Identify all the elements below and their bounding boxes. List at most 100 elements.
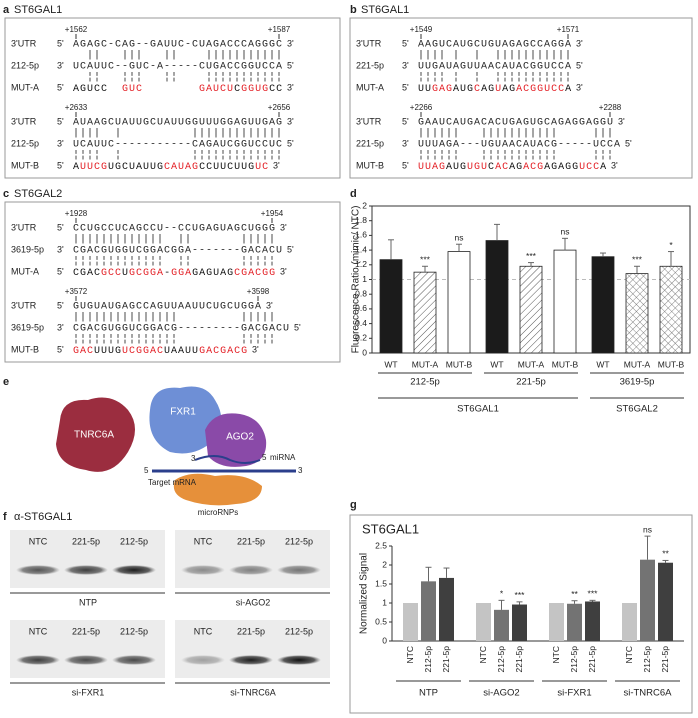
gene-label: ST6GAL1 (457, 404, 499, 415)
y-tick-label: 0.4 (355, 318, 367, 328)
sequence: AUUCGUGCUAUUGCAUAGCCUUCUUGUC (73, 162, 269, 173)
significance-label: *** (515, 590, 526, 600)
base-pairing: ||||||||||||||| ||||| (73, 312, 276, 324)
sequence-segment: UUCG (80, 162, 108, 173)
chart-title: ST6GAL1 (362, 521, 419, 536)
row-name: 212-5p (11, 138, 39, 148)
sequence-segment: A (73, 162, 80, 173)
x-tick-label: 221-5p (660, 646, 670, 673)
strand-end: 3' (611, 160, 618, 170)
significance-label: *** (420, 255, 431, 265)
panel-label: d (350, 188, 357, 200)
sequence-segment: UCC (579, 162, 600, 173)
sequence-segment: C (234, 84, 241, 95)
row-name: MUT-A (11, 266, 39, 276)
strand-end: 3' (618, 116, 625, 126)
blot-band (112, 565, 156, 575)
significance-label: ** (571, 589, 578, 599)
significance-label: * (500, 589, 504, 599)
sequence-segment: UC (255, 162, 269, 173)
diagram-label: FXR1 (170, 407, 196, 418)
bar (519, 265, 543, 354)
bar (585, 601, 600, 641)
bar (553, 249, 577, 354)
significance-label: ns (561, 227, 570, 237)
sequence-segment: A (565, 84, 572, 95)
row-name: 3'UTR (11, 300, 37, 310)
base-pairing: ¦¦¦¦¦¦¦¦¦¦¦¦¦¦¦ ¦¦¦¦¦ (73, 334, 276, 346)
position-label: +1587 (268, 25, 291, 34)
y-tick-label: 0 (382, 635, 387, 645)
bar (512, 604, 527, 641)
position-label: +2656 (268, 103, 291, 112)
sequence-segment: CGACGG (234, 268, 276, 279)
sequence: AAGUCAUGCUGUAGAGCCAGGA (418, 40, 572, 51)
sequence-segment: A (516, 84, 523, 95)
x-tick-label: NTC (478, 646, 488, 663)
y-tick-label: 2 (362, 200, 367, 210)
x-tick-label: NTC (405, 646, 415, 663)
x-tick-label: MUT-A (518, 359, 545, 369)
lane-label: 221-5p (237, 536, 265, 546)
position-label: +2633 (65, 103, 88, 112)
x-tick-label: MUT-A (624, 359, 651, 369)
sequence: UCAUUC--GUC-A-----CUGACCGGUCCA (73, 62, 283, 73)
strand-end: 3' (576, 82, 583, 92)
sequence-segment: GAG (432, 84, 453, 95)
y-tick-label: 2 (382, 559, 387, 569)
sequence-segment: AC (495, 162, 509, 173)
lane-label: NTC (29, 536, 48, 546)
lane-label: 212-5p (285, 626, 313, 636)
sequence-segment (143, 84, 199, 95)
panel-label: f (3, 511, 7, 523)
strand-end: 3' (280, 266, 287, 276)
sequence-segment: - (164, 268, 171, 279)
strand-end: 5' (625, 138, 632, 148)
strand-end: 5' (287, 60, 294, 70)
lane-label: 212-5p (120, 536, 148, 546)
sequence-segment: GAC (73, 346, 94, 357)
row-name: 3619-5p (11, 322, 44, 332)
base-pairing: ¦¦¦¦¦¦¦¦¦¦¦¦¦ ¦¦ ¦¦¦¦¦ (73, 256, 283, 268)
group-label: 212-5p (410, 377, 440, 388)
diagram-label: 5 (262, 453, 267, 462)
bar (421, 581, 436, 641)
sequence: GUGUAUGAGCCAGUUAAUUCUGCUGGA (73, 302, 262, 313)
strand-end: 5' (57, 82, 64, 92)
blot-condition: si-TNRC6A (230, 687, 276, 697)
sequence-segment: UUUG (94, 346, 122, 357)
strand-end: 3' (402, 138, 409, 148)
base-pairing: ¦¦ ¦¦¦ ¦¦ ¦¦¦¦¦¦¦¦¦¦¦ (73, 72, 290, 84)
x-tick-label: MUT-B (552, 359, 579, 369)
position-label: +2266 (410, 103, 433, 112)
blot-band (181, 565, 225, 575)
sequence: CCUGCCUCAGCCU--CCUGAGUAGCUGGG (73, 224, 276, 235)
strand-end: 5' (57, 38, 64, 48)
strand-end: 3' (576, 38, 583, 48)
strand-end: 3' (266, 300, 273, 310)
blot-band (64, 565, 108, 575)
fxr1-shape (149, 386, 222, 454)
sequence: AUAAGCUAUUGCUAUUGGUUUGGAGUUGAG (73, 118, 283, 129)
blot-condition: si-FXR1 (72, 687, 105, 697)
x-tick-label: NTC (624, 646, 634, 663)
strand-end: 5' (57, 300, 64, 310)
panel-box (349, 17, 693, 179)
panel-label: a (3, 4, 10, 16)
tnrc6a-shape (56, 397, 135, 472)
base-pairing: ¦¦¦¦ ¦ ¦ ¦¦¦¦¦¦¦¦¦¦¦ (418, 72, 572, 84)
strand-end: 3' (287, 38, 294, 48)
panel-label: g (350, 499, 357, 511)
x-tick-label: 221-5p (514, 646, 524, 673)
lane-label: 221-5p (72, 536, 100, 546)
sequence-segment: U (495, 84, 502, 95)
sequence-segment: AUG (453, 84, 474, 95)
base-pairing: ¦¦¦¦ ¦ ¦¦¦¦¦¦¦¦¦¦¦¦¦ (73, 150, 283, 162)
sequence-segment: UUAG (418, 162, 446, 173)
y-tick-label: 1 (382, 597, 387, 607)
sequence: CGACGUGGUCGGACG---------GACGACU (73, 324, 290, 335)
bar (403, 603, 418, 641)
base-pairing: ||||||||||||| || ||||| (73, 234, 283, 246)
lane-label: NTC (194, 536, 213, 546)
